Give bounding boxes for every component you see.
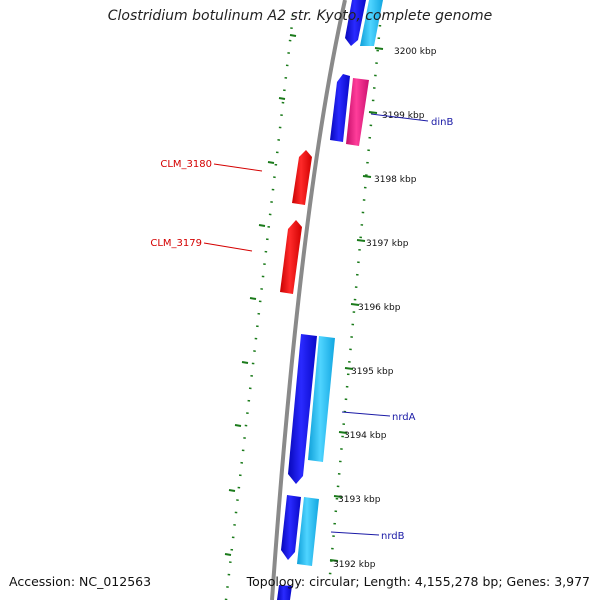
genome-title: Clostridium botulinum A2 str. Kyoto, com… (107, 8, 493, 24)
gene-nrda-forward[interactable] (288, 334, 317, 484)
gene-label-nrdb[interactable]: nrdB (381, 531, 405, 542)
gene-nrdb-forward[interactable] (281, 495, 301, 560)
gene-block-nrdb (277, 495, 319, 600)
gene-nrdb-light[interactable] (297, 497, 319, 566)
tick-label-3198: 3198 kbp (374, 175, 417, 185)
tick-label-3193: 3193 kbp (338, 495, 381, 505)
connector-nrdb (330, 531, 380, 536)
accession-text: Accession: NC_012563 (9, 574, 152, 589)
tick-label-3195: 3195 kbp (351, 367, 394, 377)
gene-nrda-light[interactable] (308, 336, 335, 462)
gene-labels: dinB CLM_3180 CLM_3179 nrdA nrdB (150, 117, 453, 542)
genome-summary-text: Topology: circular; Length: 4,155,278 bp… (246, 574, 590, 589)
tick-label-3200: 3200 kbp (394, 47, 437, 57)
forward-gene-top[interactable] (345, 0, 366, 46)
tick-label-3199: 3199 kbp (382, 111, 425, 121)
inner-track-ticks (224, 34, 297, 556)
gene-clm-3180[interactable] (292, 150, 312, 205)
gene-clm-3179[interactable] (280, 220, 302, 294)
connector-nrda (341, 411, 391, 417)
connector-dinb (370, 113, 429, 122)
gene-block-top (345, 0, 383, 46)
gene-block-nrda (288, 334, 335, 484)
tick-label-3196: 3196 kbp (358, 303, 401, 313)
gene-label-clm-3179[interactable]: CLM_3179 (150, 238, 202, 249)
inner-dotted-track (224, 14, 295, 600)
tick-labels: 3200 kbp 3199 kbp 3198 kbp 3197 kbp 3196… (333, 47, 437, 570)
gene-label-clm-3180[interactable]: CLM_3180 (160, 159, 212, 170)
forward-gene-top-light[interactable] (360, 0, 383, 46)
tick-label-3197: 3197 kbp (366, 239, 409, 249)
label-connectors (203, 113, 429, 536)
outer-track-ticks (329, 47, 384, 562)
forward-gene-dinb-adjacent[interactable] (330, 74, 350, 142)
tick-label-3194: 3194 kbp (344, 431, 387, 441)
outer-dotted-track (328, 24, 382, 576)
genome-backbone (270, 0, 347, 600)
tick-label-3192: 3192 kbp (333, 560, 376, 570)
connector-clm-3180 (213, 163, 263, 172)
gene-block-dinb (330, 74, 369, 146)
gene-dinb[interactable] (346, 78, 369, 146)
gene-label-nrda[interactable]: nrdA (392, 412, 416, 423)
gene-block-red (280, 150, 312, 294)
gene-bottom-forward[interactable] (277, 585, 292, 600)
gene-label-dinb[interactable]: dinB (431, 117, 453, 128)
connector-clm-3179 (203, 242, 253, 252)
